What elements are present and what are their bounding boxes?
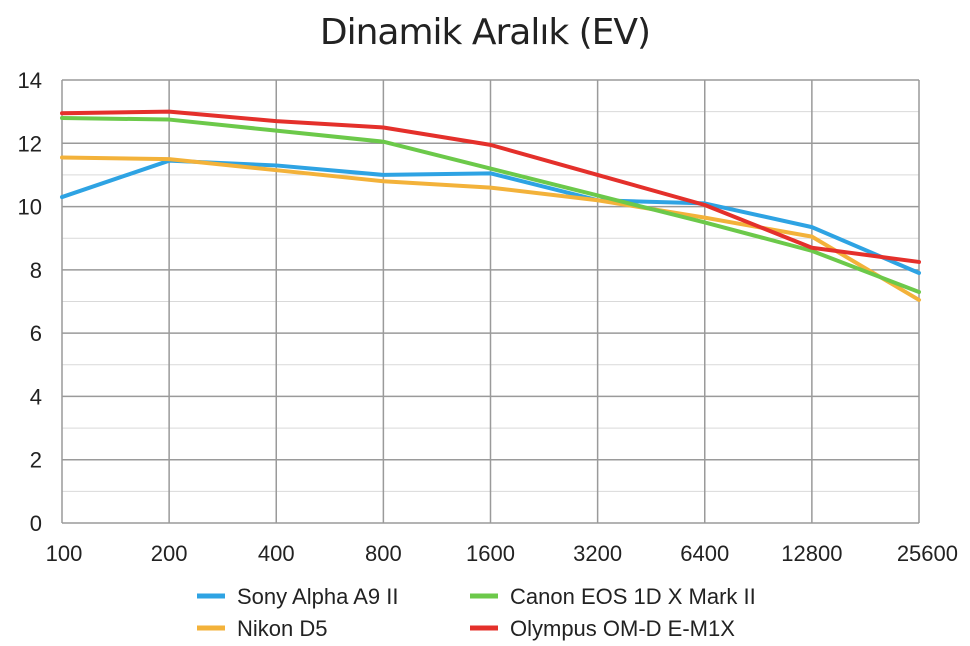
x-tick-label: 25600 <box>897 541 958 566</box>
legend-label: Olympus OM-D E-M1X <box>510 616 735 641</box>
x-tick-label: 800 <box>365 541 402 566</box>
y-axis-ticks: 0 2 4 6 8 10 12 14 <box>18 68 42 536</box>
y-tick-label: 12 <box>18 131 42 156</box>
x-tick-label: 1600 <box>466 541 515 566</box>
series-line-nikon-d5 <box>60 155 921 302</box>
legend: Sony Alpha A9 II Nikon D5 Canon EOS 1D X M… <box>197 584 756 641</box>
legend-label: Canon EOS 1D X Mark II <box>510 584 756 609</box>
grid-lines <box>61 79 920 524</box>
x-tick-label: 200 <box>151 541 188 566</box>
x-tick-label: 12800 <box>781 541 842 566</box>
y-tick-label: 8 <box>30 258 42 283</box>
x-tick-label: 100 <box>46 541 83 566</box>
y-tick-label: 10 <box>18 195 42 220</box>
series-line-olympus-om-d-e-m1x <box>60 109 921 264</box>
x-tick-label: 400 <box>258 541 295 566</box>
x-tick-label: 6400 <box>680 541 729 566</box>
y-tick-label: 4 <box>30 384 42 409</box>
y-tick-label: 0 <box>30 511 42 536</box>
y-tick-label: 14 <box>18 68 42 93</box>
legend-label: Sony Alpha A9 II <box>237 584 398 609</box>
x-tick-label: 3200 <box>573 541 622 566</box>
legend-label: Nikon D5 <box>237 616 327 641</box>
series-line-canon-eos-1d-x-mark-ii <box>60 115 921 295</box>
y-tick-label: 6 <box>30 321 42 346</box>
chart-title: Dinamik Aralık (EV) <box>319 12 651 53</box>
y-tick-label: 2 <box>30 448 42 473</box>
x-axis-ticks: 100 200 400 800 1600 3200 6400 12800 25600 <box>46 541 958 566</box>
series-lines <box>60 109 921 302</box>
